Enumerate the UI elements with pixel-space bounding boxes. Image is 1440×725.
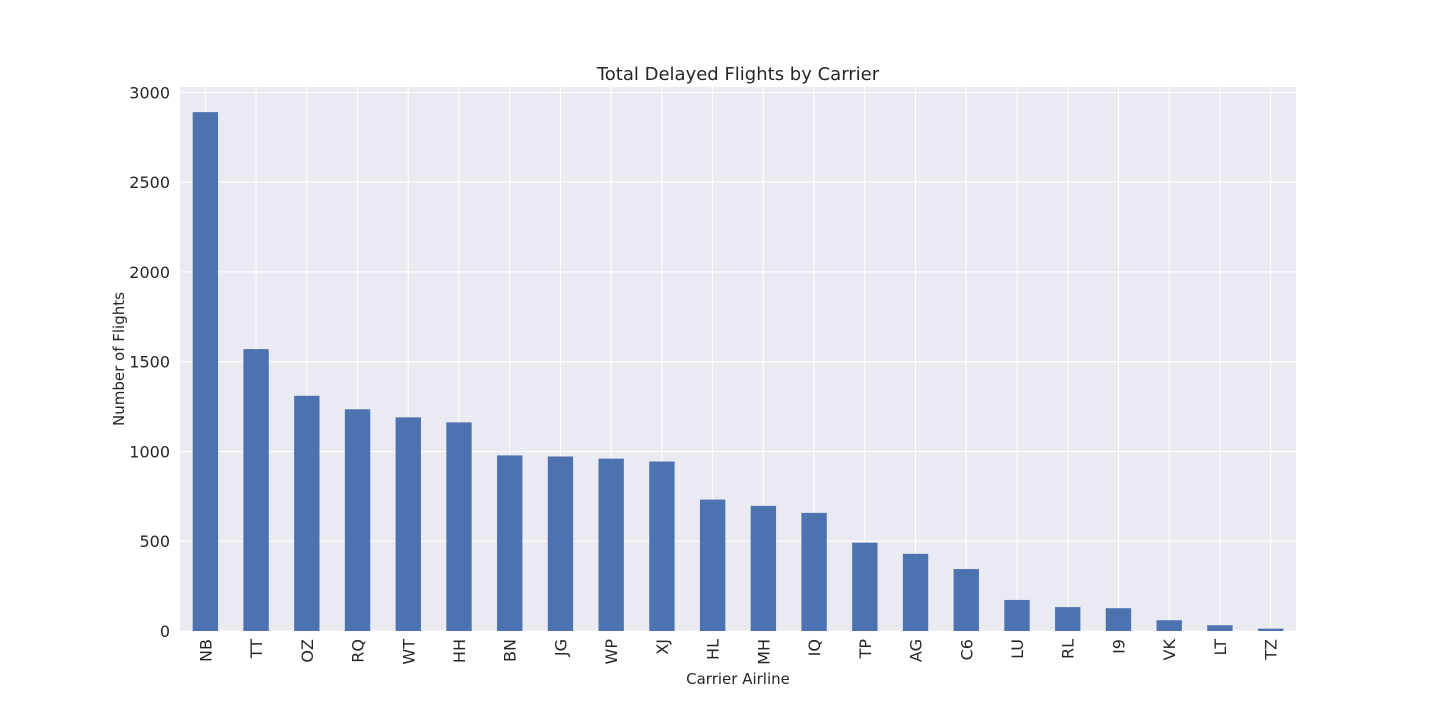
y-tick-label: 3000 — [129, 83, 170, 102]
bar-hh — [446, 422, 472, 631]
x-tick-label: NB — [196, 639, 215, 662]
bar-mh — [750, 505, 777, 631]
y-tick-labels: 0 500 1000 1500 2000 2500 3000 — [129, 83, 170, 641]
x-tick-label: WP — [602, 639, 621, 665]
bar-wt — [395, 417, 421, 631]
x-tick-label: RL — [1059, 639, 1078, 659]
x-tick-label: TP — [856, 639, 875, 660]
bar-tz — [1257, 628, 1284, 631]
bar-tt — [243, 349, 269, 631]
bar-tp — [852, 542, 878, 631]
bar-i9 — [1105, 608, 1132, 631]
bar-ag — [902, 553, 929, 631]
x-tick-label: JG — [551, 639, 570, 657]
x-tick-label: LU — [1008, 639, 1027, 659]
bar-rl — [1055, 607, 1081, 631]
bar-rq — [344, 409, 371, 631]
bar-oz — [294, 395, 320, 631]
bar-xj — [649, 461, 675, 631]
x-tick-label: I9 — [1109, 639, 1128, 654]
x-tick-label: AG — [907, 639, 926, 662]
y-tick-label: 2000 — [129, 263, 170, 282]
x-tick-label: LT — [1211, 639, 1230, 656]
bar-iq — [801, 512, 827, 631]
y-tick-label: 0 — [160, 622, 170, 641]
bar-hl — [699, 499, 726, 631]
bars — [192, 112, 1284, 631]
y-tick-label: 1500 — [129, 353, 170, 372]
x-tick-labels: NB TT OZ RQ WT HH BN JG WP XJ HL MH IQ TP AG C6 LU RL I9 VK… — [196, 638, 1280, 664]
x-tick-label: TT — [247, 639, 266, 659]
x-tick-label: XJ — [653, 639, 672, 655]
bar-bn — [497, 455, 523, 631]
bar-jg — [547, 456, 574, 631]
y-tick-label: 2500 — [129, 173, 170, 192]
chart-title: Total Delayed Flights by Carrier — [596, 64, 880, 85]
bar-lu — [1004, 599, 1030, 631]
y-axis-label: Number of Flights — [110, 292, 128, 426]
bar-vk — [1156, 620, 1182, 631]
x-tick-label: WT — [399, 639, 418, 665]
bar-nb — [192, 112, 219, 631]
x-axis-label: Carrier Airline — [686, 670, 790, 688]
bar-wp — [598, 458, 624, 631]
x-tick-label: TZ — [1262, 639, 1281, 661]
x-tick-label: MH — [754, 639, 773, 665]
x-tick-label: BN — [501, 639, 520, 662]
bar-c6 — [953, 569, 979, 631]
x-tick-label: HH — [450, 639, 469, 663]
y-tick-label: 500 — [139, 532, 170, 551]
x-tick-label: RQ — [349, 639, 368, 663]
x-tick-label: OZ — [298, 639, 317, 663]
x-tick-label: C6 — [957, 639, 976, 660]
bar-lt — [1207, 625, 1233, 631]
x-tick-label: IQ — [805, 639, 824, 656]
x-tick-label: VK — [1160, 638, 1179, 660]
y-tick-label: 1000 — [129, 442, 170, 461]
x-tick-label: HL — [704, 639, 723, 660]
